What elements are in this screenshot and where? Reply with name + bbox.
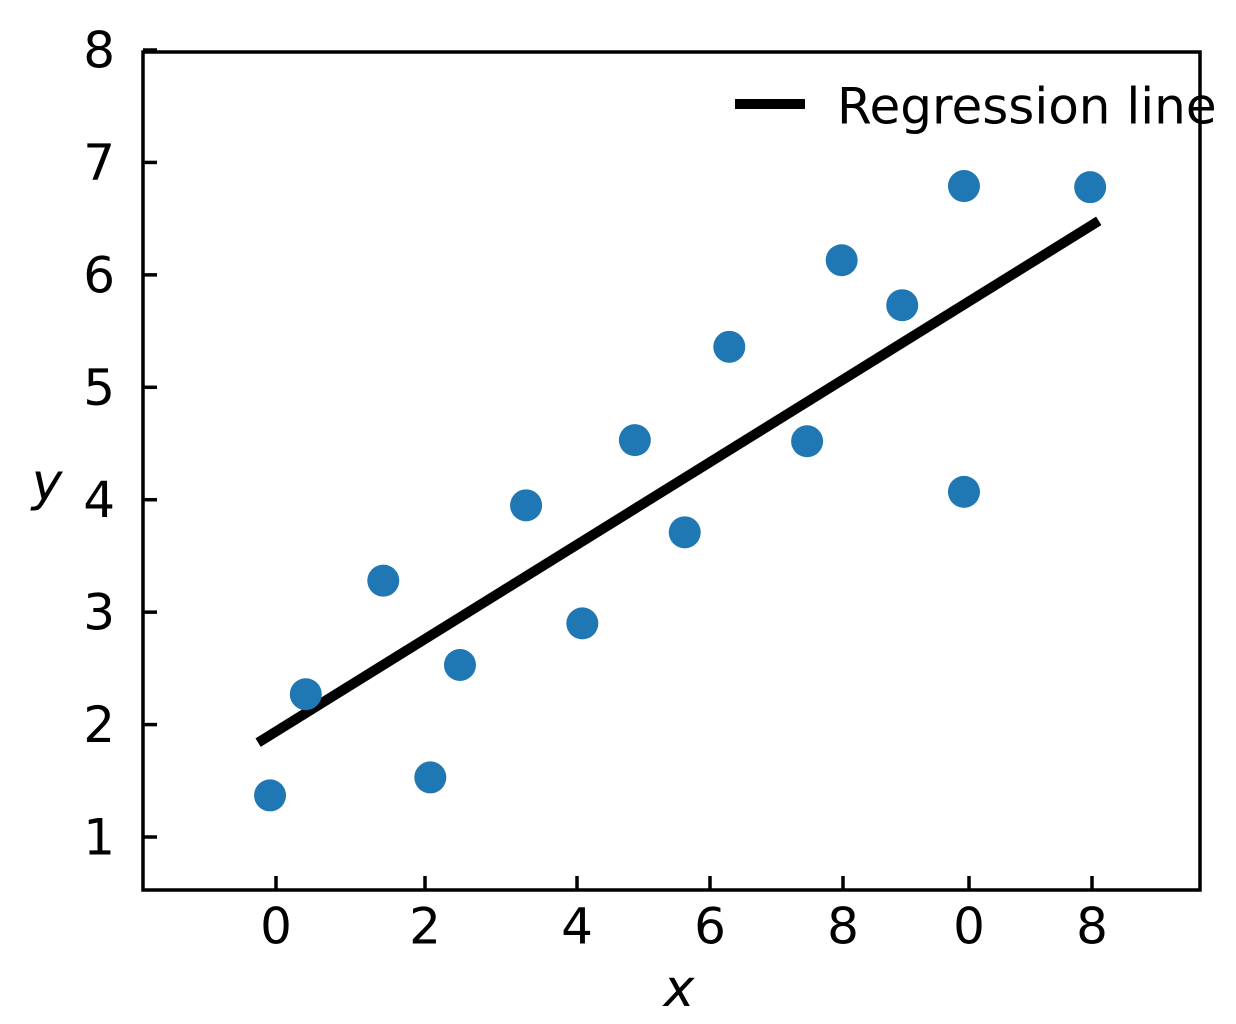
x-axis-label: x [662, 959, 696, 1019]
legend: Regression line [735, 78, 1217, 136]
scatter-point [618, 424, 651, 457]
y-tick-label: 2 [83, 696, 115, 754]
scatter-point [886, 289, 919, 322]
scatter-point [254, 779, 287, 812]
legend-label: Regression line [837, 78, 1217, 136]
scatter-point [791, 425, 824, 458]
plot-spines [141, 50, 1202, 892]
axis-labels: 0 2 4 6 8 0 8 8 7 6 5 4 3 2 1 x y [30, 22, 1108, 1020]
scatter-point [443, 648, 476, 681]
x-tick-label: 8 [827, 898, 859, 956]
y-axis-label: y [30, 453, 64, 513]
scatter-point [947, 170, 980, 203]
scatter-point [510, 489, 543, 522]
y-tick-label: 5 [83, 359, 115, 417]
x-tick-label: 0 [953, 898, 985, 956]
y-tick-label: 3 [83, 584, 115, 642]
y-tick-label: 7 [83, 134, 115, 192]
data-series [254, 170, 1107, 812]
x-tick-label: 8 [1076, 898, 1108, 956]
plot-background [143, 52, 1200, 890]
scatter-point [566, 607, 599, 640]
scatter-point [289, 678, 322, 711]
plot-area [143, 52, 1200, 890]
y-tick-label: 8 [83, 22, 115, 80]
scatter-point [414, 761, 447, 794]
x-tick-label: 2 [409, 898, 441, 956]
x-tick-label: 0 [260, 898, 292, 956]
scatter-point [367, 564, 400, 597]
scatter-point [947, 475, 980, 508]
scatter-point [713, 330, 746, 363]
y-tick-label: 1 [83, 809, 115, 867]
x-tick-label: 4 [561, 898, 593, 956]
scatter-point [668, 516, 701, 549]
axes [141, 48, 1202, 892]
scatter-point [825, 244, 858, 277]
scatter-point [1074, 171, 1107, 204]
y-tick-label: 4 [83, 471, 115, 529]
x-tick-label: 6 [694, 898, 726, 956]
regression-line [255, 216, 1102, 747]
y-tick-label: 6 [83, 246, 115, 304]
